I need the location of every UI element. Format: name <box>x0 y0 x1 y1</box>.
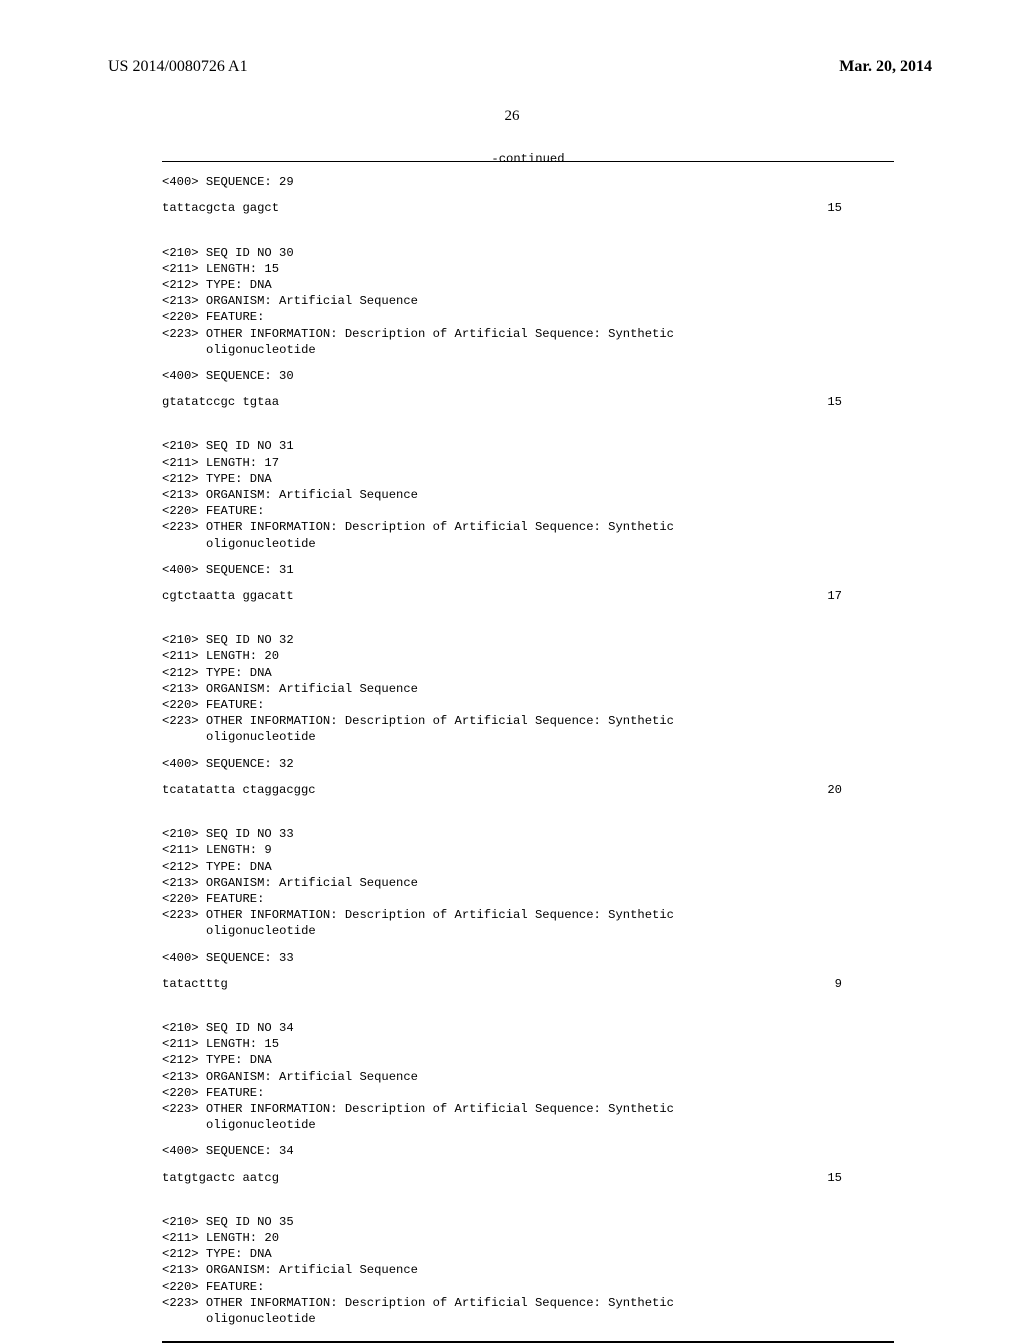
sequence-header: <400> SEQUENCE: 29 <box>162 176 894 188</box>
sequence-meta: <223> OTHER INFORMATION: Description of … <box>162 521 894 533</box>
sequence-text: gtatatccgc tgtaa <box>162 396 279 408</box>
sequence-listing: -continued <400> SEQUENCE: 29 tattacgcta… <box>162 161 894 1343</box>
sequence-header: <400> SEQUENCE: 32 <box>162 758 894 770</box>
sequence-meta: <212> TYPE: DNA <box>162 279 894 291</box>
sequence-text: tattacgcta gagct <box>162 202 279 214</box>
page-header: US 2014/0080726 A1 Mar. 20, 2014 <box>0 0 1024 76</box>
sequence-meta-continuation: oligonucleotide <box>162 344 894 356</box>
sequence-meta: <223> OTHER INFORMATION: Description of … <box>162 1103 894 1115</box>
sequence-meta: <223> OTHER INFORMATION: Description of … <box>162 909 894 921</box>
sequence-meta: <220> FEATURE: <box>162 505 894 517</box>
sequence-header: <400> SEQUENCE: 34 <box>162 1145 894 1157</box>
sequence-text: tatactttg <box>162 978 228 990</box>
sequence-data: tatgtgactc aatcg 15 <box>162 1172 894 1184</box>
sequence-meta: <220> FEATURE: <box>162 311 894 323</box>
sequence-meta: <210> SEQ ID NO 31 <box>162 440 894 452</box>
sequence-text: tcatatatta ctaggacggc <box>162 784 316 796</box>
sequence-length: 9 <box>835 978 842 990</box>
sequence-meta: <213> ORGANISM: Artificial Sequence <box>162 1264 894 1276</box>
sequence-header: <400> SEQUENCE: 30 <box>162 370 894 382</box>
sequence-meta: <210> SEQ ID NO 34 <box>162 1022 894 1034</box>
sequence-meta: <213> ORGANISM: Artificial Sequence <box>162 295 894 307</box>
sequence-meta: <213> ORGANISM: Artificial Sequence <box>162 877 894 889</box>
sequence-length: 15 <box>827 396 842 408</box>
sequence-meta-continuation: oligonucleotide <box>162 538 894 550</box>
publication-number: US 2014/0080726 A1 <box>108 58 248 76</box>
publication-date: Mar. 20, 2014 <box>839 58 932 76</box>
sequence-meta: <211> LENGTH: 15 <box>162 1038 894 1050</box>
sequence-text: tatgtgactc aatcg <box>162 1172 279 1184</box>
sequence-header: <400> SEQUENCE: 33 <box>162 952 894 964</box>
sequence-meta: <211> LENGTH: 17 <box>162 457 894 469</box>
sequence-meta: <212> TYPE: DNA <box>162 861 894 873</box>
sequence-length: 15 <box>827 1172 842 1184</box>
sequence-meta: <220> FEATURE: <box>162 1087 894 1099</box>
sequence-meta: <223> OTHER INFORMATION: Description of … <box>162 328 894 340</box>
sequence-header: <400> SEQUENCE: 31 <box>162 564 894 576</box>
sequence-meta: <223> OTHER INFORMATION: Description of … <box>162 715 894 727</box>
sequence-meta: <211> LENGTH: 9 <box>162 844 894 856</box>
sequence-meta: <212> TYPE: DNA <box>162 1054 894 1066</box>
sequence-meta: <213> ORGANISM: Artificial Sequence <box>162 1071 894 1083</box>
sequence-data: cgtctaatta ggacatt 17 <box>162 590 894 602</box>
sequence-meta: <211> LENGTH: 20 <box>162 1232 894 1244</box>
sequence-meta-continuation: oligonucleotide <box>162 1313 894 1325</box>
sequence-meta: <220> FEATURE: <box>162 699 894 711</box>
page-number: 26 <box>0 108 1024 125</box>
sequence-meta: <210> SEQ ID NO 33 <box>162 828 894 840</box>
sequence-length: 20 <box>827 784 842 796</box>
sequence-meta: <210> SEQ ID NO 32 <box>162 634 894 646</box>
sequence-meta: <220> FEATURE: <box>162 1281 894 1293</box>
sequence-meta-continuation: oligonucleotide <box>162 925 894 937</box>
sequence-meta: <212> TYPE: DNA <box>162 667 894 679</box>
sequence-meta: <213> ORGANISM: Artificial Sequence <box>162 489 894 501</box>
sequence-text: cgtctaatta ggacatt <box>162 590 294 602</box>
continued-label: -continued <box>162 153 894 165</box>
sequence-meta: <210> SEQ ID NO 30 <box>162 247 894 259</box>
sequence-meta: <211> LENGTH: 20 <box>162 650 894 662</box>
sequence-meta: <212> TYPE: DNA <box>162 1248 894 1260</box>
sequence-meta: <211> LENGTH: 15 <box>162 263 894 275</box>
sequence-length: 15 <box>827 202 842 214</box>
sequence-data: tattacgcta gagct 15 <box>162 202 894 214</box>
sequence-meta: <220> FEATURE: <box>162 893 894 905</box>
sequence-meta: <210> SEQ ID NO 35 <box>162 1216 894 1228</box>
sequence-data: tatactttg 9 <box>162 978 894 990</box>
sequence-meta-continuation: oligonucleotide <box>162 1119 894 1131</box>
sequence-meta: <213> ORGANISM: Artificial Sequence <box>162 683 894 695</box>
sequence-data: gtatatccgc tgtaa 15 <box>162 396 894 408</box>
sequence-meta: <212> TYPE: DNA <box>162 473 894 485</box>
sequence-data: tcatatatta ctaggacggc 20 <box>162 784 894 796</box>
sequence-length: 17 <box>827 590 842 602</box>
sequence-meta: <223> OTHER INFORMATION: Description of … <box>162 1297 894 1309</box>
sequence-meta-continuation: oligonucleotide <box>162 731 894 743</box>
